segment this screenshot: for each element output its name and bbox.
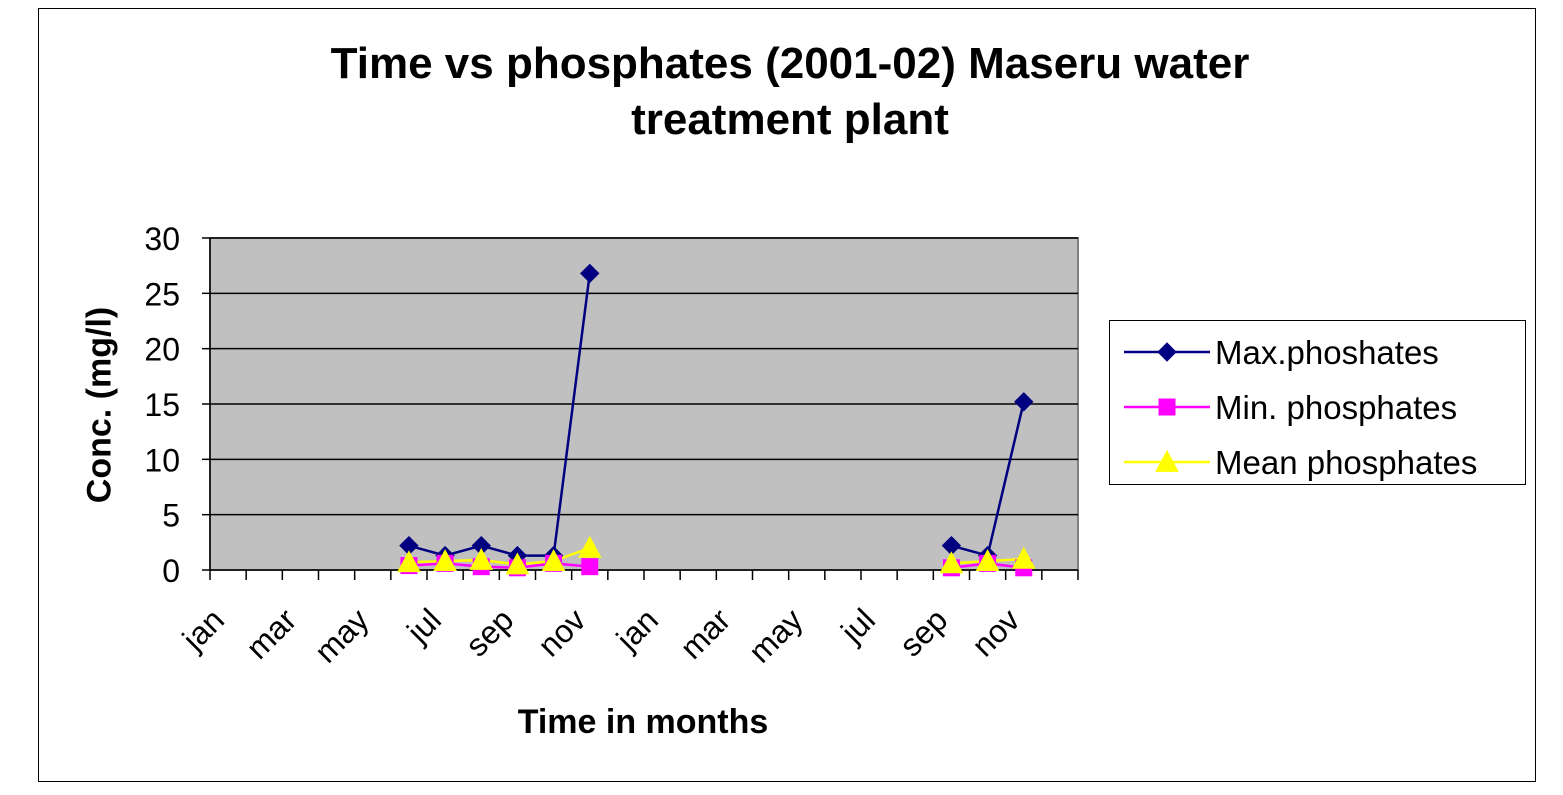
x-tick-label: nov [531, 601, 593, 663]
chart-title-line-1: Time vs phosphates (2001-02) Maseru wate… [330, 39, 1250, 88]
legend-item: Mean phosphates [1110, 434, 1525, 489]
x-tick-label: nov [965, 601, 1027, 663]
data-point [939, 551, 964, 574]
y-tick-label: 25 [144, 276, 180, 312]
legend-label: Min. phosphates [1215, 389, 1458, 426]
data-point [1011, 546, 1036, 569]
chart-title-line-2: treatment plant [631, 95, 949, 144]
legend-marker [1158, 398, 1176, 416]
legend-label: Max.phoshates [1215, 334, 1439, 371]
x-tick-label: mar [239, 601, 304, 666]
data-point [975, 549, 1000, 571]
legend-item: Max.phoshates [1110, 324, 1525, 379]
y-tick-label: 20 [144, 332, 180, 368]
data-point [580, 263, 600, 284]
legend-label: Mean phosphates [1215, 444, 1478, 481]
data-point [505, 552, 530, 575]
data-point [397, 550, 421, 573]
y-tick-label: 0 [162, 553, 180, 589]
y-tick-label: 15 [144, 387, 180, 423]
x-axis-label: Time in months [517, 703, 769, 741]
legend-swatch [1124, 449, 1210, 472]
legend-marker [1157, 342, 1177, 362]
x-tick-label: jul [833, 601, 882, 650]
legend-marker [1155, 449, 1179, 472]
chart-title: Time vs phosphates (2001-02) Maseru wate… [0, 36, 1563, 148]
x-tick-label: sep [892, 601, 954, 663]
legend-swatch [1124, 398, 1210, 416]
x-tick-label: may [307, 601, 375, 669]
x-tick-label: jan [175, 601, 231, 657]
data-point [577, 535, 602, 558]
x-tick-label: may [741, 601, 809, 669]
data-point [1014, 392, 1034, 412]
data-point [469, 547, 494, 570]
data-point [541, 549, 566, 571]
x-tick-label: sep [458, 601, 520, 663]
x-tick-label: jan [609, 601, 665, 657]
data-point [433, 549, 457, 571]
x-tick-label: jul [399, 601, 448, 650]
legend-item: Min. phosphates [1110, 379, 1525, 434]
x-tick-label: mar [673, 601, 738, 666]
y-tick-label: 5 [162, 498, 180, 534]
legend: Max.phoshates Min. phosphates Mean phospha… [1109, 320, 1526, 485]
y-tick-label: 10 [144, 442, 180, 478]
legend-swatch [1124, 342, 1210, 362]
data-point [581, 558, 599, 576]
y-tick-label: 30 [144, 221, 180, 257]
